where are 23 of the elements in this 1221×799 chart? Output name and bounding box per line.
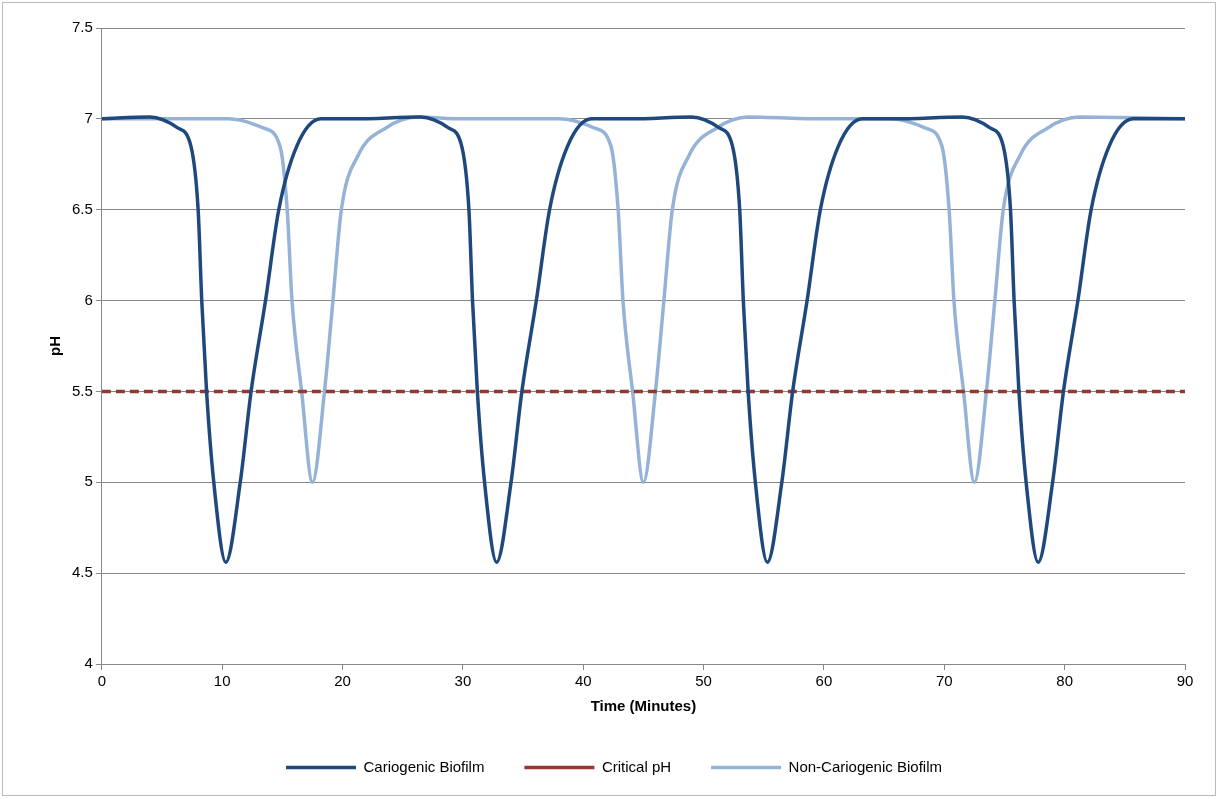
x-tick-label: 70 [935,672,953,690]
x-tick-label: 40 [574,672,592,690]
x-tick-label: 10 [213,672,231,690]
y-tick-label: 6 [84,290,93,308]
legend-label: Non-Cariogenic Biofilm [788,757,942,775]
y-tick-label: 4.5 [71,563,93,581]
legend-label: Critical pH [601,757,672,775]
y-tick-label: 6.5 [71,199,93,217]
x-tick-label: 0 [97,672,107,690]
x-tick-label: 50 [695,672,712,690]
legend-label: Cariogenic Biofilm [363,757,485,775]
x-axis-title: Time (Minutes) [590,697,697,715]
y-tick-label: 7 [84,109,93,126]
y-tick-label: 5 [84,472,93,490]
x-tick-label: 20 [334,672,351,690]
y-tick-label: 7.5 [71,18,93,36]
y-tick-label: 4 [84,654,93,672]
y-tick-label: 5.5 [71,381,93,399]
x-tick-label: 80 [1056,672,1073,690]
x-tick-label: 60 [815,672,833,690]
x-tick-label: 90 [1176,672,1194,690]
y-axis-title: pH [46,336,64,356]
x-tick-label: 30 [454,672,472,690]
